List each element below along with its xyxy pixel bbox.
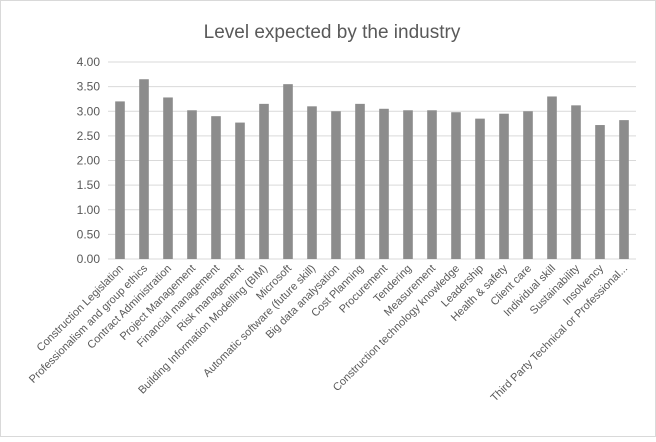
bar: [523, 111, 533, 259]
bar: [283, 84, 293, 259]
y-tick-label: 3.50: [77, 80, 101, 94]
bar: [547, 96, 557, 259]
bar: [451, 112, 461, 259]
y-tick-label: 2.50: [77, 129, 101, 143]
bar: [235, 122, 245, 259]
y-tick-label: 2.00: [77, 154, 101, 168]
y-tick-label: 4.00: [77, 55, 101, 69]
y-tick-label: 0.50: [77, 227, 101, 241]
bar: [427, 110, 437, 259]
bar: [139, 79, 149, 259]
bar: [499, 113, 509, 260]
bar: [595, 125, 605, 259]
chart-title: Level expected by the industry: [204, 22, 461, 43]
bar: [331, 111, 341, 259]
bar: [307, 106, 317, 259]
bar: [187, 110, 197, 259]
bar: [403, 110, 413, 259]
bar: [571, 105, 581, 259]
bar: [379, 108, 389, 259]
y-tick-label: 0.00: [77, 252, 101, 266]
y-tick-label: 3.00: [77, 104, 101, 118]
bar: [115, 101, 125, 260]
bar: [355, 103, 365, 259]
bar: [475, 118, 485, 259]
bar: [259, 103, 269, 259]
bar: [163, 97, 173, 260]
y-tick-label: 1.50: [77, 178, 101, 192]
bars: [115, 79, 629, 260]
y-axis-ticks: 0.00 0.50 1.00 1.50 2.00 2.50 3.00 3.50 4.00: [77, 55, 101, 266]
bar: [211, 116, 221, 259]
y-tick-label: 1.00: [77, 203, 101, 217]
bar: [619, 120, 629, 260]
